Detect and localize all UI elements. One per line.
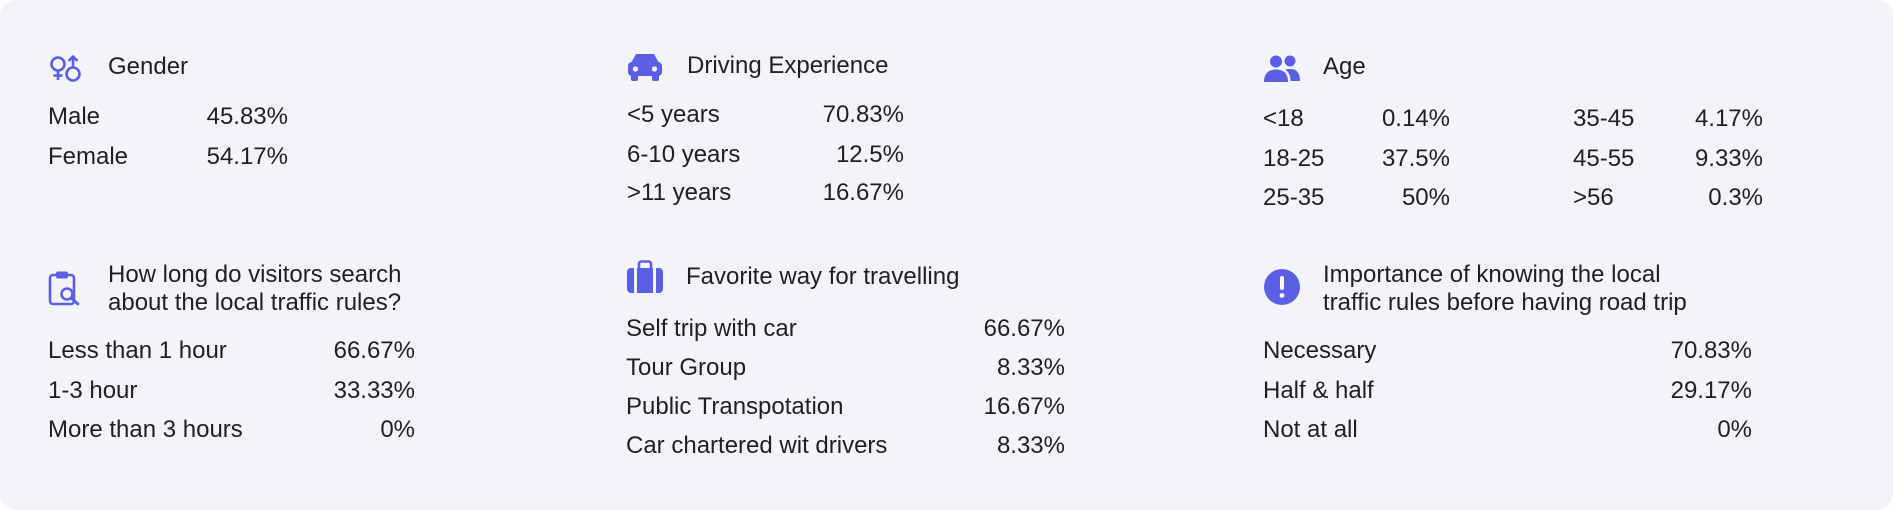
search-row-under-1-hour: Less than 1 hour 66.67% xyxy=(48,336,415,365)
row-label: >11 years xyxy=(627,179,732,206)
travel-preference-section: Favorite way for travelling Self trip wi… xyxy=(626,260,1086,470)
users-icon xyxy=(1263,54,1301,84)
row-label: Car chartered wit drivers xyxy=(626,432,888,459)
row-label: More than 3 hours xyxy=(48,416,243,443)
row-value: 16.67% xyxy=(983,393,1065,420)
row-value: 16.67% xyxy=(822,179,904,206)
row-label: Male xyxy=(48,103,101,130)
row-value: 0.3% xyxy=(1708,184,1763,211)
row-value: 66.67% xyxy=(983,315,1065,342)
age-row-45-55: 45-55 9.33% xyxy=(1573,144,1763,173)
search-duration-title-line1: How long do visitors search xyxy=(108,261,402,288)
suitcase-icon xyxy=(626,260,664,294)
row-label: Public Transpotation xyxy=(626,393,844,420)
row-value: 8.33% xyxy=(996,432,1065,459)
age-title: Age xyxy=(1323,53,1366,80)
importance-row-half: Half & half 29.17% xyxy=(1263,376,1752,405)
car-icon xyxy=(627,50,663,82)
row-value: 66.67% xyxy=(333,337,415,364)
row-label: 35-45 xyxy=(1573,105,1635,132)
importance-section: Importance of knowing the local traffic … xyxy=(1263,260,1763,450)
row-label: Less than 1 hour xyxy=(48,337,227,364)
row-label: Necessary xyxy=(1263,337,1377,364)
age-row-18-25: 18-25 37.5% xyxy=(1263,144,1450,173)
age-row-35-45: 35-45 4.17% xyxy=(1573,104,1763,133)
age-row-under-18: <18 0.14% xyxy=(1263,104,1450,133)
row-label: 18-25 xyxy=(1263,145,1325,172)
gender-section: Gender Male 45.83% Female 54.17% xyxy=(48,52,308,182)
travel-row-tour-group: Tour Group 8.33% xyxy=(626,353,1065,382)
row-value: 70.83% xyxy=(822,101,904,128)
importance-title-line2: traffic rules before having road trip xyxy=(1323,289,1687,316)
search-duration-title-line2: about the local traffic rules? xyxy=(108,289,402,316)
importance-row-not-at-all: Not at all 0% xyxy=(1263,415,1752,444)
age-row-25-35: 25-35 50% xyxy=(1263,183,1450,212)
driving-row-under-5: <5 years 70.83% xyxy=(627,100,904,129)
row-value: 0.14% xyxy=(1381,105,1450,132)
travel-row-chartered-car: Car chartered wit drivers 8.33% xyxy=(626,431,1065,460)
row-label: Half & half xyxy=(1263,377,1374,404)
age-section: Age <18 0.14% 18-25 37.5% 25-35 50% 35-4… xyxy=(1263,52,1763,222)
row-value: 4.17% xyxy=(1694,105,1763,132)
row-label: <5 years xyxy=(627,101,720,128)
gender-title: Gender xyxy=(108,53,189,80)
row-value: 0% xyxy=(380,416,415,443)
row-value: 33.33% xyxy=(333,377,415,404)
driving-row-6-10: 6-10 years 12.5% xyxy=(627,140,904,169)
row-value: 8.33% xyxy=(996,354,1065,381)
driving-row-over-11: >11 years 16.67% xyxy=(627,178,904,207)
travel-row-self-trip: Self trip with car 66.67% xyxy=(626,314,1065,343)
row-label: Self trip with car xyxy=(626,315,797,342)
row-label: Female xyxy=(48,143,129,170)
row-value: 54.17% xyxy=(206,143,288,170)
row-value: 70.83% xyxy=(1670,337,1752,364)
row-label: 1-3 hour xyxy=(48,377,138,404)
row-value: 29.17% xyxy=(1670,377,1752,404)
row-label: <18 xyxy=(1263,105,1304,132)
search-row-over-3-hours: More than 3 hours 0% xyxy=(48,415,415,444)
gender-row-female: Female 54.17% xyxy=(48,142,288,171)
travel-row-public-transport: Public Transpotation 16.67% xyxy=(626,392,1065,421)
importance-title-line1: Importance of knowing the local xyxy=(1323,261,1661,288)
driving-experience-title: Driving Experience xyxy=(687,52,889,79)
row-label: Tour Group xyxy=(626,354,747,381)
row-label: Not at all xyxy=(1263,416,1358,443)
age-row-over-56: >56 0.3% xyxy=(1573,183,1763,212)
row-value: 9.33% xyxy=(1694,145,1763,172)
gender-icon xyxy=(48,54,84,84)
row-label: >56 xyxy=(1573,184,1614,211)
clipboard-search-icon xyxy=(48,270,82,306)
exclamation-circle-icon xyxy=(1263,268,1301,306)
row-value: 0% xyxy=(1717,416,1752,443)
gender-row-male: Male 45.83% xyxy=(48,102,288,131)
search-row-1-3-hour: 1-3 hour 33.33% xyxy=(48,376,415,405)
row-value: 50% xyxy=(1401,184,1450,211)
travel-preference-title: Favorite way for travelling xyxy=(686,263,960,290)
row-value: 45.83% xyxy=(206,103,288,130)
search-duration-section: How long do visitors search about the lo… xyxy=(48,260,448,450)
row-label: 45-55 xyxy=(1573,145,1635,172)
row-value: 12.5% xyxy=(835,141,904,168)
row-label: 6-10 years xyxy=(627,141,741,168)
row-label: 25-35 xyxy=(1263,184,1325,211)
row-value: 37.5% xyxy=(1381,145,1450,172)
importance-row-necessary: Necessary 70.83% xyxy=(1263,336,1752,365)
driving-experience-section: Driving Experience <5 years 70.83% 6-10 … xyxy=(627,50,927,210)
